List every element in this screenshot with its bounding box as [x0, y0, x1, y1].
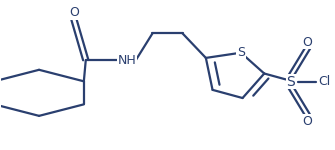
Text: O: O [303, 115, 313, 128]
Text: S: S [237, 46, 245, 59]
Text: O: O [303, 36, 313, 49]
Text: S: S [286, 75, 295, 89]
Text: Cl: Cl [318, 75, 330, 88]
Text: NH: NH [118, 54, 137, 67]
Text: O: O [69, 6, 79, 19]
